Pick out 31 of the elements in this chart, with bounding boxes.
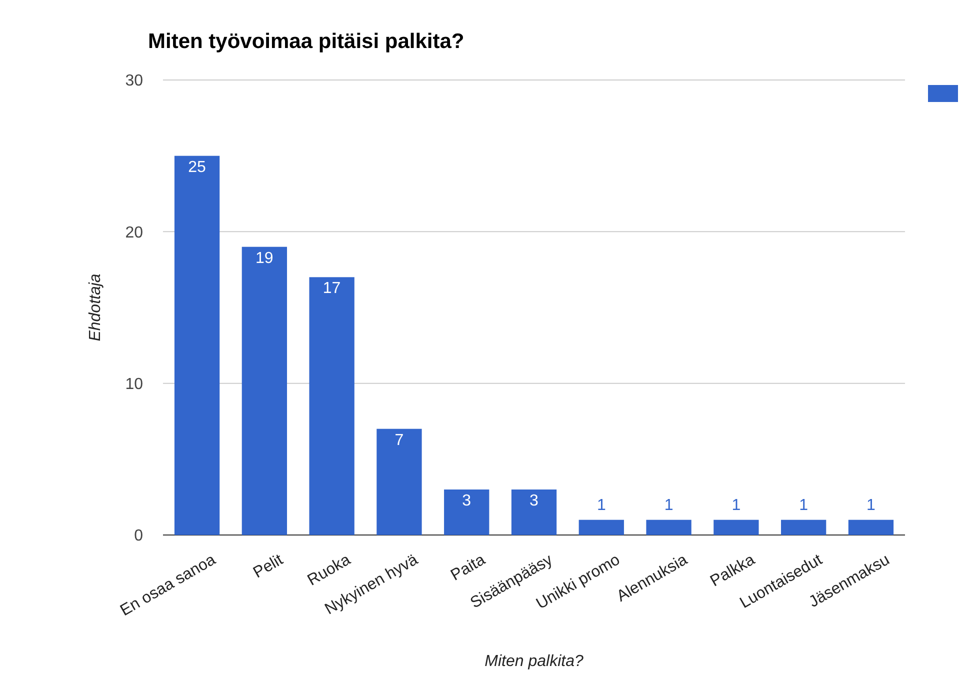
bar <box>376 428 422 535</box>
data-label: 1 <box>866 496 876 514</box>
y-tick-label: 0 <box>134 528 144 545</box>
bar <box>780 520 826 535</box>
data-label: 3 <box>530 492 539 510</box>
data-label: 1 <box>732 496 741 514</box>
y-tick-label: 20 <box>125 224 144 242</box>
y-tick-label: 10 <box>125 376 144 393</box>
bar <box>848 520 894 535</box>
bar <box>578 520 624 535</box>
bar <box>714 520 759 535</box>
y-axis-title: Ehdottaja <box>87 274 104 342</box>
chart-title: Miten työvoimaa pitäisi palkita? <box>148 30 464 53</box>
x-tick-label: Pelit <box>250 551 287 582</box>
data-label: 1 <box>664 496 674 514</box>
data-label: 3 <box>462 492 472 510</box>
bar <box>174 156 220 535</box>
x-axis-title: Miten palkita? <box>484 653 584 670</box>
data-label: 25 <box>188 158 206 176</box>
data-label: 17 <box>322 280 341 298</box>
data-label: 19 <box>256 250 274 267</box>
bar <box>646 520 692 535</box>
bar <box>242 246 288 535</box>
data-label: 1 <box>799 496 808 514</box>
bar <box>511 490 557 535</box>
x-tick-label: En osaa sanoa <box>118 551 219 620</box>
bar <box>309 277 354 535</box>
data-label: 7 <box>394 432 404 449</box>
data-label: 1 <box>596 496 606 514</box>
y-tick-label: 30 <box>125 72 144 90</box>
bar <box>444 490 490 535</box>
